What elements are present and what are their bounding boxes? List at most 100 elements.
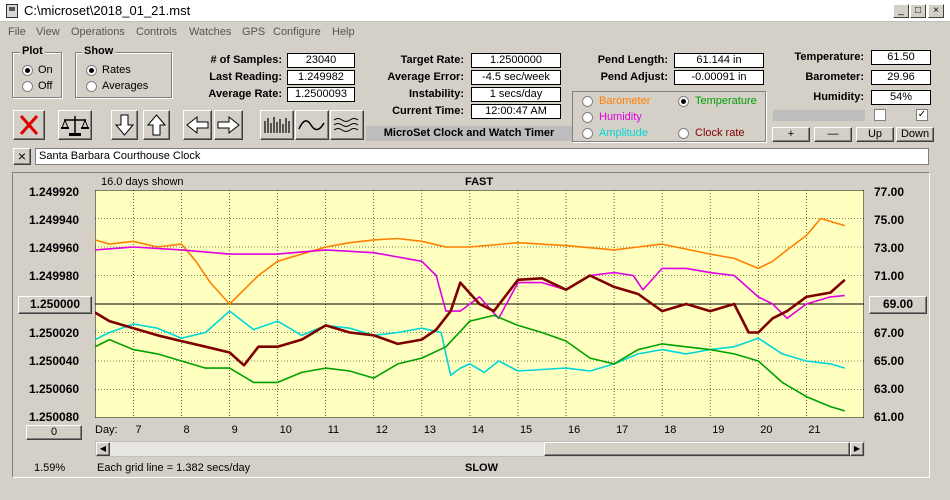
amplitude-radio[interactable] [582,128,593,139]
chart-scrollbar[interactable]: ◀ ▶ [95,441,865,457]
current-time-value: 12:00:47 AM [471,104,561,119]
humidity-option-label: Humidity [599,111,642,123]
left-axis-tick: 1.250080 [29,410,80,424]
menu-controls[interactable]: Controls [136,26,177,38]
rate-chart [95,190,864,418]
barometer-option-label: Barometer [599,95,651,107]
target-rate-value: 1.2500000 [471,53,561,68]
scroll-right-arrow-icon[interactable]: ▶ [850,442,864,456]
right-axis-tick: 77.00 [874,185,905,199]
wave-view-button[interactable] [295,110,329,140]
temperature-value: 61.50 [871,50,931,65]
day-axis-label: Day: [95,424,118,436]
maximize-button[interactable]: □ [910,4,926,18]
show-rates-radio[interactable] [86,65,97,76]
menu-watches[interactable]: Watches [189,26,232,38]
instability-value: 1 secs/day [471,87,561,102]
percent-text: 1.59% [34,462,66,474]
barometer-label: Barometer: [805,71,864,83]
clock-description-input[interactable]: Santa Barbara Courthouse Clock [35,148,929,165]
menu-gps[interactable]: GPS [242,26,266,38]
menu-view[interactable]: View [36,26,60,38]
clock-rate-radio[interactable] [678,128,689,139]
close-window-button[interactable]: × [928,4,944,18]
series-line-barometer [95,217,846,305]
show-averages-radio[interactable] [86,81,97,92]
average-error-value: -4.5 sec/week [471,70,561,85]
plot-group-title: Plot [20,45,45,57]
zero-button[interactable]: 0 [26,425,82,440]
stop-button[interactable] [13,110,45,140]
day-tick-label: 19 [712,424,725,436]
last-reading-value: 1.249982 [287,70,355,85]
left-axis-tick: 1.250020 [29,326,80,340]
show-rates-label: Rates [102,64,131,76]
show-averages-label: Averages [102,80,149,92]
day-tick-label: 17 [616,424,629,436]
temperature-label: Temperature: [794,51,864,63]
plot-off-radio[interactable] [22,81,33,92]
balance-button[interactable] [58,110,92,140]
pend-adjust-label: Pend Adjust: [600,71,668,83]
grid-note-text: Each grid line = 1.382 secs/day [97,462,251,474]
left-checkbox[interactable] [874,109,886,121]
down-button[interactable]: Down [896,127,934,142]
menu-bar: File View Operations Controls Watches GP… [0,23,950,42]
ripple-lines-icon [333,118,359,132]
clear-description-button[interactable]: × [13,148,31,165]
smooth-view-button[interactable] [330,110,364,140]
temperature-radio[interactable] [678,96,689,107]
series-line-humidity [95,246,845,320]
menu-file[interactable]: File [8,26,26,38]
plot-on-radio[interactable] [22,65,33,76]
arrow-left-icon [186,115,209,135]
window-title: C:\microset\2018_01_21.mst [24,3,191,18]
left-center-button[interactable]: 1.250000 [18,296,92,314]
average-rate-label: Average Rate: [208,88,282,100]
series-line-temperature [95,314,846,412]
current-time-label: Current Time: [392,105,464,117]
right-axis-tick: 75.00 [874,213,905,227]
left-axis-tick: 1.249940 [29,213,80,227]
plot-off-label: Off [38,80,53,92]
instability-label: Instability: [408,88,464,100]
right-axis-tick: 63.00 [874,382,905,396]
average-error-label: Average Error: [387,71,464,83]
humidity-radio[interactable] [582,112,593,123]
scroll-left-button[interactable] [183,110,212,140]
day-tick-label: 11 [327,424,340,436]
right-checkbox[interactable]: ✓ [916,109,928,121]
plus-button[interactable]: + [772,127,810,142]
red-x-icon [19,115,39,135]
day-tick-label: 9 [231,424,238,436]
right-center-button[interactable]: 69.00 [869,296,927,314]
scroll-left-arrow-icon[interactable]: ◀ [96,442,110,456]
scrollbar-thumb[interactable] [544,442,850,456]
day-tick-label: 18 [664,424,677,436]
day-tick-label: 16 [568,424,581,436]
wave-icon [298,120,325,131]
scroll-right-button[interactable] [214,110,243,140]
barometer-value: 29.96 [871,70,931,85]
days-shown-text: 16.0 days shown [101,176,184,188]
day-tick-label: 12 [375,424,388,436]
compress-view-button[interactable] [260,110,294,140]
series-lines [95,217,846,412]
average-rate-value: 1.2500093 [287,87,355,102]
menu-help[interactable]: Help [332,26,355,38]
minimize-button[interactable]: _ [893,4,909,18]
day-tick-label: 7 [135,424,142,436]
right-axis-tick: 71.00 [874,269,905,283]
menu-operations[interactable]: Operations [71,26,125,38]
fast-label: FAST [465,176,494,188]
minus-button[interactable]: — [814,127,852,142]
aux-level-bar [773,110,865,121]
barometer-radio[interactable] [582,96,593,107]
last-reading-label: Last Reading: [209,71,282,83]
scroll-down-button[interactable] [111,110,138,140]
up-button[interactable]: Up [856,127,894,142]
scroll-up-button[interactable] [143,110,170,140]
menu-configure[interactable]: Configure [273,26,321,38]
dense-bars-icon [264,117,290,133]
left-axis-tick: 1.250040 [29,354,80,368]
